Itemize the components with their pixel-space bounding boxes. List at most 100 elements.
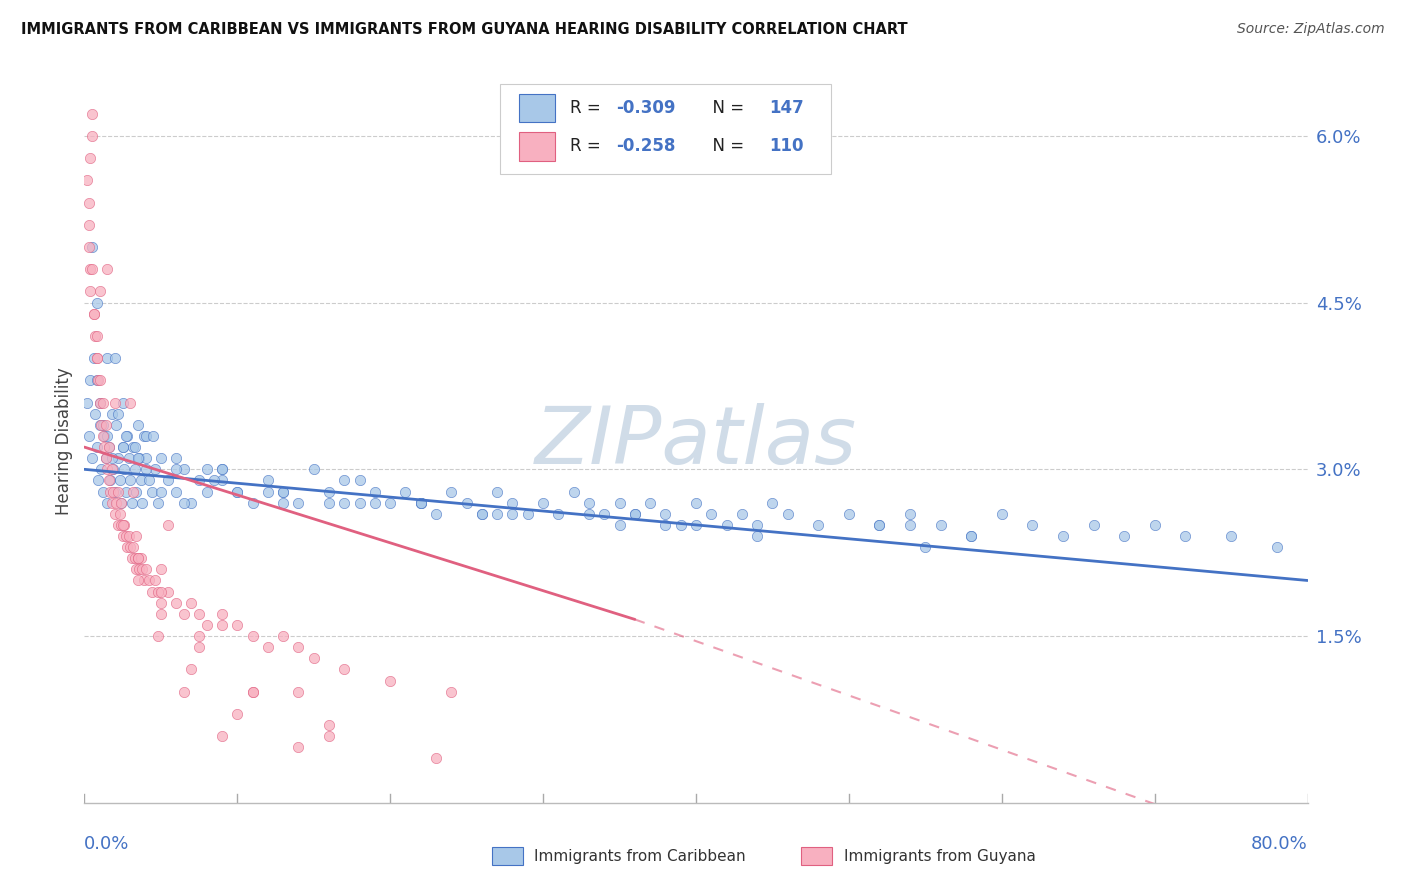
Point bbox=[141, 484, 163, 499]
Point bbox=[129, 474, 152, 488]
Point bbox=[77, 218, 100, 232]
Point bbox=[132, 574, 155, 588]
Text: -0.309: -0.309 bbox=[616, 99, 676, 117]
Point bbox=[456, 496, 478, 510]
Point bbox=[135, 562, 157, 576]
Point bbox=[127, 551, 149, 566]
Point bbox=[318, 729, 340, 743]
Point bbox=[135, 462, 157, 476]
Point bbox=[101, 407, 124, 421]
Point bbox=[79, 285, 101, 299]
Point bbox=[425, 751, 447, 765]
Point bbox=[127, 451, 149, 466]
Point bbox=[929, 517, 952, 532]
Point bbox=[104, 507, 127, 521]
Point bbox=[143, 462, 166, 476]
Point bbox=[103, 462, 125, 476]
Point bbox=[127, 574, 149, 588]
Point bbox=[685, 517, 707, 532]
Point bbox=[409, 496, 432, 510]
Text: 147: 147 bbox=[769, 99, 804, 117]
Point bbox=[111, 440, 134, 454]
Point bbox=[138, 474, 160, 488]
Point bbox=[98, 484, 121, 499]
Point bbox=[104, 351, 127, 366]
Point bbox=[638, 496, 661, 510]
Point bbox=[129, 551, 152, 566]
Point bbox=[669, 517, 692, 532]
Point bbox=[79, 373, 101, 387]
Point bbox=[132, 429, 155, 443]
Point bbox=[157, 517, 180, 532]
Point bbox=[991, 507, 1014, 521]
Point bbox=[502, 507, 524, 521]
Point bbox=[211, 462, 233, 476]
Point bbox=[409, 496, 432, 510]
Point bbox=[76, 395, 98, 409]
Point bbox=[318, 496, 340, 510]
Point bbox=[578, 507, 600, 521]
Point bbox=[104, 484, 127, 499]
Point bbox=[226, 618, 249, 632]
Point bbox=[135, 451, 157, 466]
Point bbox=[211, 618, 233, 632]
Point bbox=[80, 262, 103, 277]
Point bbox=[80, 106, 103, 120]
Point bbox=[287, 640, 309, 655]
Point bbox=[202, 474, 225, 488]
Text: N =: N = bbox=[702, 99, 749, 117]
Point bbox=[97, 474, 120, 488]
Point bbox=[107, 451, 129, 466]
Point bbox=[195, 618, 218, 632]
Point bbox=[91, 484, 114, 499]
Point bbox=[869, 517, 891, 532]
Point bbox=[440, 484, 463, 499]
FancyBboxPatch shape bbox=[519, 94, 555, 122]
Point bbox=[271, 629, 294, 643]
Point bbox=[960, 529, 983, 543]
Text: Immigrants from Caribbean: Immigrants from Caribbean bbox=[534, 849, 747, 863]
Point bbox=[914, 540, 936, 554]
Point bbox=[112, 517, 135, 532]
Point bbox=[486, 484, 509, 499]
Point bbox=[157, 474, 180, 488]
Point bbox=[83, 351, 105, 366]
Point bbox=[287, 740, 309, 755]
Point bbox=[531, 496, 554, 510]
Point bbox=[115, 429, 138, 443]
Point bbox=[115, 540, 138, 554]
Point bbox=[226, 484, 249, 499]
Point bbox=[226, 484, 249, 499]
Text: IMMIGRANTS FROM CARIBBEAN VS IMMIGRANTS FROM GUYANA HEARING DISABILITY CORRELATI: IMMIGRANTS FROM CARIBBEAN VS IMMIGRANTS … bbox=[21, 22, 908, 37]
Text: N =: N = bbox=[702, 137, 749, 155]
Point bbox=[86, 351, 108, 366]
Point bbox=[143, 574, 166, 588]
Point bbox=[114, 529, 136, 543]
Point bbox=[380, 496, 402, 510]
Point bbox=[124, 551, 146, 566]
Point bbox=[409, 496, 432, 510]
Point bbox=[149, 596, 172, 610]
Text: Immigrants from Guyana: Immigrants from Guyana bbox=[844, 849, 1035, 863]
Point bbox=[1052, 529, 1074, 543]
Point bbox=[318, 718, 340, 732]
Point bbox=[127, 417, 149, 432]
Point bbox=[188, 474, 211, 488]
Point bbox=[93, 429, 115, 443]
Point bbox=[173, 684, 195, 698]
Point bbox=[287, 496, 309, 510]
Point bbox=[98, 474, 121, 488]
Point bbox=[90, 417, 112, 432]
Point bbox=[271, 484, 294, 499]
Point bbox=[1083, 517, 1105, 532]
Text: R =: R = bbox=[569, 99, 606, 117]
Point bbox=[96, 462, 118, 476]
Point bbox=[547, 507, 569, 521]
Point bbox=[128, 451, 150, 466]
Point bbox=[149, 584, 172, 599]
Text: 0.0%: 0.0% bbox=[84, 835, 129, 854]
Point bbox=[89, 417, 111, 432]
Point bbox=[226, 706, 249, 721]
Point bbox=[122, 484, 145, 499]
Point bbox=[364, 484, 387, 499]
